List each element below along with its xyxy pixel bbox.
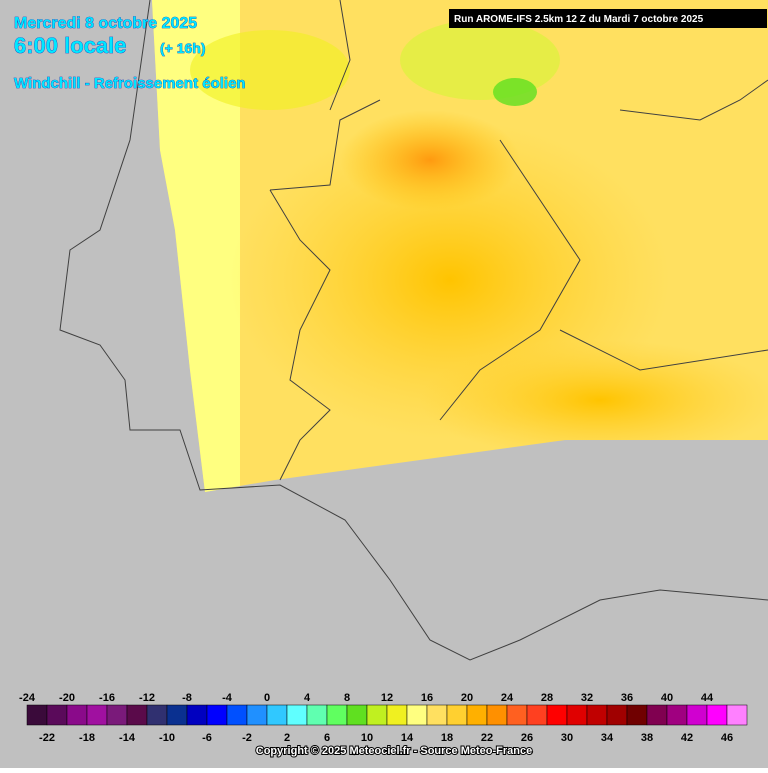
legend-label: -16 [99,692,115,704]
legend-swatch [286,704,308,726]
legend-swatch [566,704,588,726]
legend-swatch [526,704,548,726]
legend-swatch [686,704,708,726]
legend-bg [0,688,768,768]
legend-swatch [466,704,488,726]
legend-label: 44 [701,692,714,704]
legend-swatch [666,704,688,726]
legend-label: -20 [59,692,75,704]
legend-label: 4 [304,692,311,704]
date: Mercredi 8 octobre 2025 [14,15,197,32]
windchill-field [152,0,768,492]
legend-swatch [426,704,448,726]
run-box [449,9,767,28]
legend-label: 28 [541,692,553,704]
legend-label: -22 [39,732,55,744]
legend-swatch [86,704,108,726]
legend-swatch [646,704,668,726]
legend-swatch [606,704,628,726]
offset: (+ 16h) [160,40,206,56]
legend-label: 38 [641,732,653,744]
legend-label: 46 [721,732,733,744]
legend-swatch [386,704,408,726]
legend-swatch [366,704,388,726]
legend-label: 36 [621,692,633,704]
legend-label: -24 [19,692,36,704]
legend-swatch [626,704,648,726]
copyright: Copyright © 2025 Meteociel.fr - Source M… [256,745,532,757]
parameter: Windchill - Refroissement éolien [14,75,246,92]
legend-swatch [246,704,268,726]
legend-swatch [306,704,328,726]
legend-label: 24 [501,692,514,704]
legend-label: 22 [481,732,493,744]
legend-label: -14 [119,732,136,744]
legend-label: 30 [561,732,573,744]
legend-label: 2 [284,732,290,744]
legend-label: -4 [222,692,233,704]
legend-label: -18 [79,732,95,744]
legend-swatch [166,704,188,726]
legend-swatch [326,704,348,726]
legend-swatch [406,704,428,726]
legend-label: 20 [461,692,473,704]
time: 6:00 locale [14,33,127,58]
legend-label: 0 [264,692,270,704]
legend-swatch [206,704,228,726]
legend-swatch [26,704,48,726]
legend-swatch [586,704,608,726]
legend-swatch [186,704,208,726]
legend-swatch [106,704,128,726]
legend-label: 10 [361,732,373,744]
legend-swatch [706,704,728,726]
legend-swatch [546,704,568,726]
legend-label: 42 [681,732,693,744]
legend-label: -6 [202,732,212,744]
legend-label: 32 [581,692,593,704]
legend-swatch [46,704,68,726]
legend-label: 6 [324,732,330,744]
legend-label: 14 [401,732,414,744]
legend-swatch [66,704,88,726]
legend-label: 8 [344,692,350,704]
legend-label: -8 [182,692,192,704]
legend-swatch [446,704,468,726]
run-info: Run AROME-IFS 2.5km 12 Z du Mardi 7 octo… [454,14,704,25]
legend-swatch [506,704,528,726]
legend-label: -2 [242,732,252,744]
legend-swatch [346,704,368,726]
legend-swatch [486,704,508,726]
legend-swatch [226,704,248,726]
legend-swatch [126,704,148,726]
borders [59,0,768,661]
legend-label: 34 [601,732,614,744]
legend-label: 18 [441,732,453,744]
legend-label: 12 [381,692,393,704]
legend-label: 40 [661,692,673,704]
legend-swatch [266,704,288,726]
legend-swatch [146,704,168,726]
legend-label: -10 [159,732,175,744]
legend-label: 16 [421,692,433,704]
legend-label: 26 [521,732,533,744]
legend-label: -12 [139,692,155,704]
legend-swatch [726,704,748,726]
legend: -24-22-20-18-16-14-12-10-8-6-4-202468101… [19,692,748,744]
